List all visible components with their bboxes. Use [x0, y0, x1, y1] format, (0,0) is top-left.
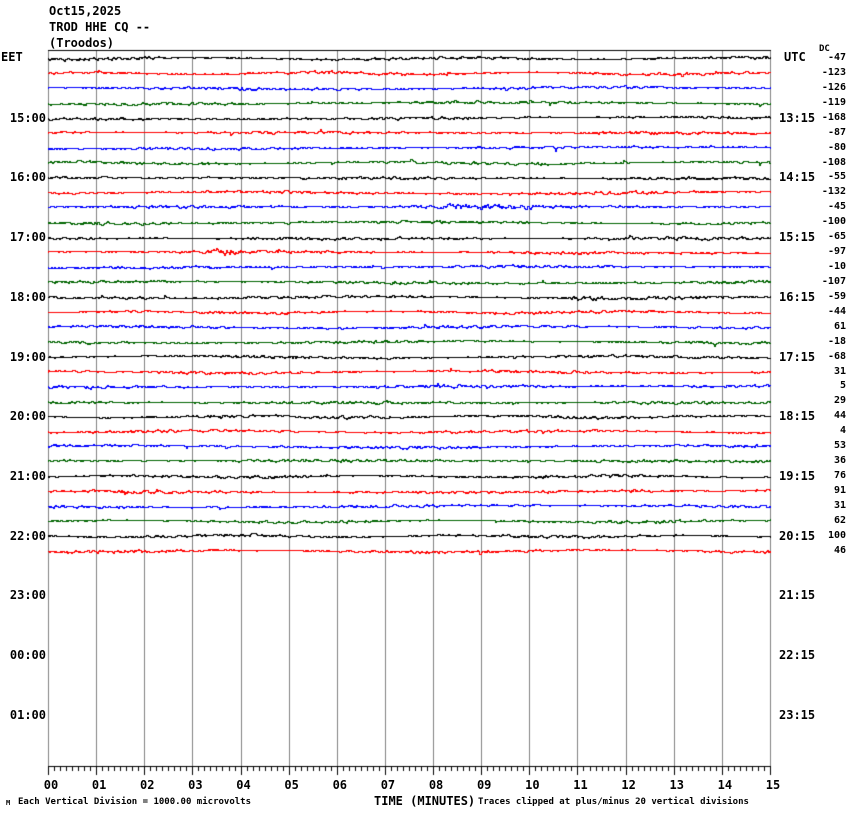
eet-hour-label: 01:00	[9, 707, 46, 722]
x-tick-label: 04	[236, 778, 251, 792]
dc-offset-value: 100	[827, 529, 846, 541]
dc-offset-value: -123	[821, 66, 846, 78]
utc-hour-label: 13:15	[779, 110, 816, 125]
eet-hour-label: 18:00	[9, 289, 46, 304]
dc-offset-value: 44	[833, 410, 846, 422]
dc-offset-value: -107	[821, 275, 846, 287]
dc-offset-value: -100	[821, 216, 846, 228]
dc-offset-value: 62	[833, 514, 846, 526]
eet-hour-label: 15:00	[9, 110, 46, 125]
left-axis-header-eet: EET	[1, 50, 23, 64]
dc-offset-value: -80	[827, 141, 846, 153]
x-tick-label: 14	[717, 778, 733, 792]
eet-hour-label: 17:00	[9, 230, 46, 245]
eet-hour-label: 20:00	[9, 409, 46, 424]
dc-offset-value: -126	[821, 81, 846, 93]
vertical-division-note: Each Vertical Division = 1000.00 microvo…	[18, 797, 251, 807]
dc-offset-value: -68	[827, 350, 846, 362]
eet-hour-label: 21:00	[9, 469, 46, 484]
dc-offset-value: 36	[833, 455, 846, 467]
title-station: TROD HHE CQ --	[49, 20, 151, 34]
x-tick-label: 15	[765, 778, 781, 792]
x-tick-label: 05	[284, 778, 299, 792]
dc-offset-value: 5	[839, 380, 846, 392]
dc-offset-value: 53	[833, 440, 846, 452]
eet-hour-label: 16:00	[9, 170, 46, 185]
dc-offset-value: -10	[827, 261, 846, 273]
dc-column-header: DC	[819, 44, 830, 54]
x-tick-label: 00	[43, 778, 59, 792]
x-tick-label: 07	[380, 778, 396, 792]
dc-offset-value: -45	[827, 201, 846, 213]
dc-offset-value: 4	[839, 425, 846, 437]
x-tick-label: 10	[525, 778, 540, 792]
dc-offset-value: -87	[827, 126, 846, 138]
x-tick-label: 02	[140, 778, 155, 792]
utc-hour-label: 16:15	[779, 289, 816, 304]
title-block: Oct15,2025 TROD HHE CQ -- (Troodos)	[49, 3, 150, 51]
dc-offset-value: 46	[833, 544, 846, 556]
dc-offset-value: 29	[833, 395, 846, 407]
dc-offset-value: 31	[833, 499, 846, 511]
dc-offset-value: 31	[833, 365, 846, 377]
dc-offset-value: -132	[821, 186, 846, 198]
dc-offset-value: -119	[821, 96, 846, 108]
utc-hour-label: 20:15	[779, 528, 816, 543]
utc-hour-label: 15:15	[779, 230, 816, 245]
x-tick-label: 03	[188, 778, 203, 792]
dc-offset-value: -55	[827, 171, 846, 183]
dc-offset-value: -59	[827, 290, 846, 302]
dc-offset-value: 91	[833, 484, 846, 496]
eet-hour-label: 22:00	[9, 528, 46, 543]
utc-hour-label: 23:15	[779, 707, 816, 722]
x-tick-label: 06	[332, 778, 348, 792]
dc-offset-value: -47	[827, 52, 846, 63]
dc-offset-value: 76	[833, 470, 846, 482]
dc-offset-value: -97	[827, 246, 846, 258]
corner-glyph: M	[6, 799, 11, 807]
title-location: (Troodos)	[49, 36, 115, 50]
eet-hour-label: 19:00	[9, 349, 46, 364]
dc-offset-value: -168	[821, 111, 846, 123]
x-tick-label: 13	[669, 778, 684, 792]
dc-offset-value: -18	[827, 335, 846, 347]
x-tick-label: 11	[573, 778, 588, 792]
clipping-note: Traces clipped at plus/minus 20 vertical…	[478, 797, 749, 807]
x-tick-label: 09	[476, 778, 492, 792]
utc-hour-label: 18:15	[779, 409, 816, 424]
utc-hour-label: 14:15	[779, 170, 816, 185]
eet-hour-label: 00:00	[9, 648, 46, 663]
right-axis-header-utc: UTC	[784, 50, 806, 64]
x-tick-label: 01	[91, 778, 107, 792]
dc-offset-value: -108	[821, 156, 846, 168]
utc-hour-label: 22:15	[779, 648, 816, 663]
utc-hour-label: 17:15	[779, 349, 816, 364]
x-axis-title: TIME (MINUTES)	[374, 794, 476, 808]
dc-offset-value: 61	[833, 320, 846, 332]
dc-offset-value: -44	[827, 305, 846, 317]
utc-hour-label: 21:15	[779, 588, 816, 603]
x-tick-label: 08	[428, 778, 444, 792]
x-tick-label: 12	[621, 778, 636, 792]
utc-hour-label: 19:15	[779, 469, 816, 484]
eet-hour-label: 23:00	[9, 588, 46, 603]
title-date: Oct15,2025	[49, 4, 122, 18]
dc-offset-value: -65	[827, 231, 846, 243]
